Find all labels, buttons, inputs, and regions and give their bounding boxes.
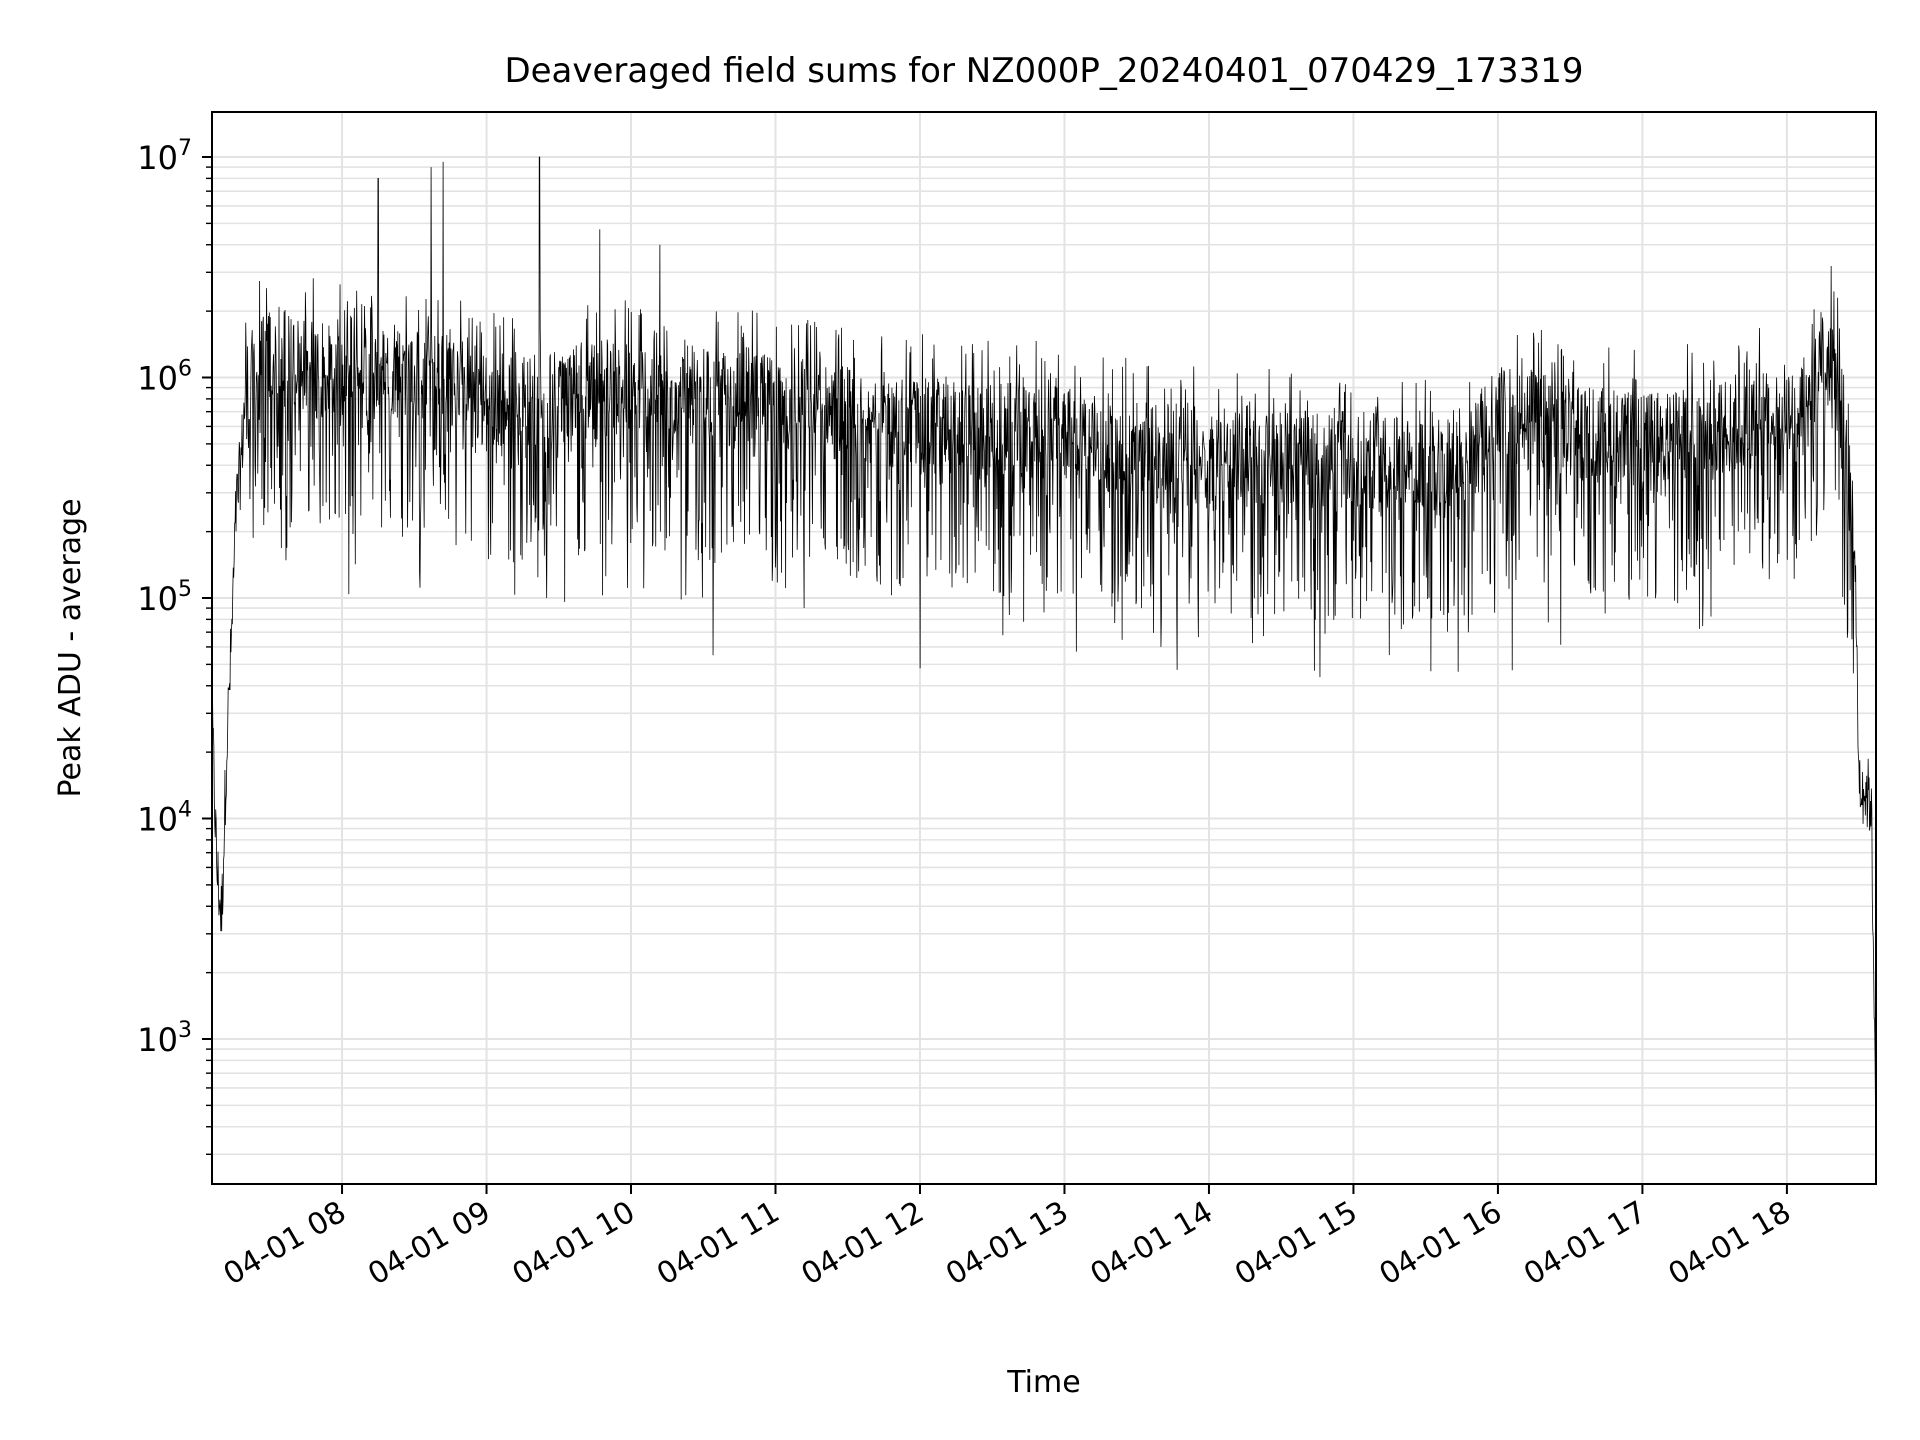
y-tick-label: 106	[137, 357, 192, 398]
grid-lines	[212, 112, 1876, 1184]
y-tick-label: 103	[137, 1018, 192, 1059]
x-axis-label: Time	[1006, 1365, 1080, 1400]
y-axis-label: Peak ADU - average	[53, 498, 88, 797]
y-tick-label: 105	[137, 577, 192, 618]
y-tick-label: 104	[137, 798, 192, 839]
chart-title: Deaveraged field sums for NZ000P_2024040…	[504, 51, 1583, 91]
series-line	[212, 156, 1876, 1149]
plot-area	[212, 156, 1876, 1149]
axes-frame	[211, 111, 1877, 1185]
y-axis-ticks: 103 104 105 106 107	[137, 136, 212, 1155]
y-tick-label: 107	[137, 136, 192, 177]
